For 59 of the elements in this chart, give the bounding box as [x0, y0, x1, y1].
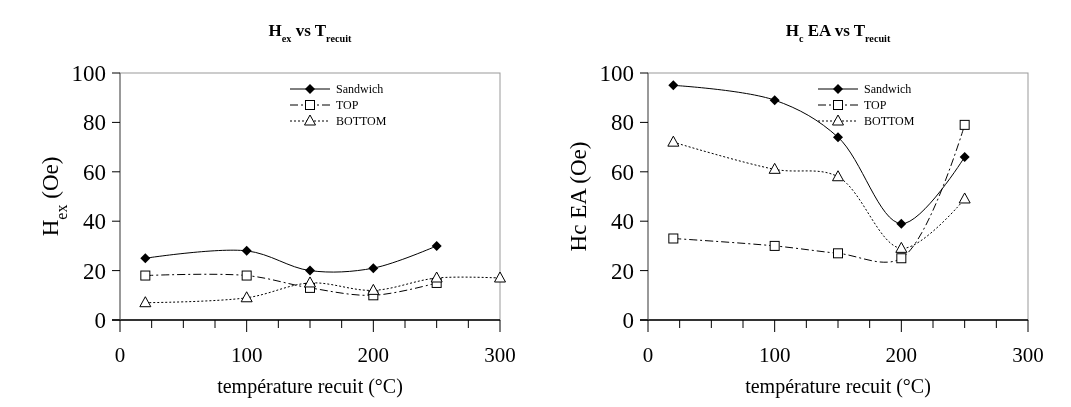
x-tick-label: 300: [484, 343, 516, 367]
point: [896, 253, 907, 264]
y-tick-label: 60: [83, 159, 106, 185]
point: [431, 240, 442, 251]
x-tick-label: 0: [114, 343, 126, 367]
y-tick-label: 100: [599, 61, 634, 87]
y-tick-label: 0: [622, 308, 634, 334]
point: [494, 271, 506, 283]
point: [833, 248, 843, 259]
y-tick-label: 100: [71, 61, 106, 87]
point: [959, 151, 970, 162]
legend-label: BOTTOM: [864, 114, 915, 129]
point: [139, 296, 152, 308]
y-tick-label: 0: [94, 308, 106, 334]
point: [240, 291, 253, 303]
legend-label: Sandwich: [864, 82, 912, 97]
point: [140, 253, 151, 264]
x-tick-label: 100: [758, 343, 791, 367]
point: [368, 263, 379, 274]
point: [140, 270, 151, 281]
x-axis-title: température recuit (°C): [217, 375, 403, 398]
x-tick-label: 200: [357, 343, 390, 367]
point: [667, 135, 680, 147]
point: [832, 170, 844, 182]
point: [833, 132, 843, 143]
point: [367, 283, 380, 295]
point: [959, 119, 970, 130]
point: [668, 80, 679, 91]
point: [895, 241, 908, 253]
x-tick-label: 100: [230, 343, 263, 367]
legend-label: Sandwich: [336, 82, 384, 97]
y-tick-label: 80: [83, 110, 106, 136]
point: [768, 162, 781, 174]
point: [241, 270, 252, 281]
point: [430, 271, 443, 283]
y-axis-title: Hc EA (Oe): [566, 141, 591, 252]
y-tick-label: 20: [83, 258, 106, 284]
chart-title: H$_{ex}$ vs T$_{recuit}$: [268, 21, 352, 44]
point: [241, 245, 252, 256]
y-tick-label: 60: [611, 159, 634, 185]
y-tick-label: 40: [611, 209, 634, 235]
x-tick-label: 300: [1012, 343, 1044, 367]
y-tick-label: 20: [611, 258, 634, 284]
point: [668, 233, 679, 244]
y-tick-label: 40: [83, 209, 106, 235]
legend-label: TOP: [864, 98, 887, 113]
x-axis-title: température recuit (°C): [745, 375, 931, 398]
x-tick-label: 200: [885, 343, 918, 367]
point: [769, 240, 780, 251]
point: [304, 276, 316, 288]
legend-label: BOTTOM: [336, 114, 387, 129]
chart-title: H$_{c}$ EA vs T$_{recuit}$: [785, 21, 891, 44]
x-tick-label: 0: [642, 343, 654, 367]
legend-label: TOP: [336, 98, 359, 113]
point: [769, 95, 780, 106]
y-tick-label: 80: [611, 110, 634, 136]
point: [305, 265, 315, 276]
point: [896, 218, 907, 229]
point: [958, 192, 971, 204]
